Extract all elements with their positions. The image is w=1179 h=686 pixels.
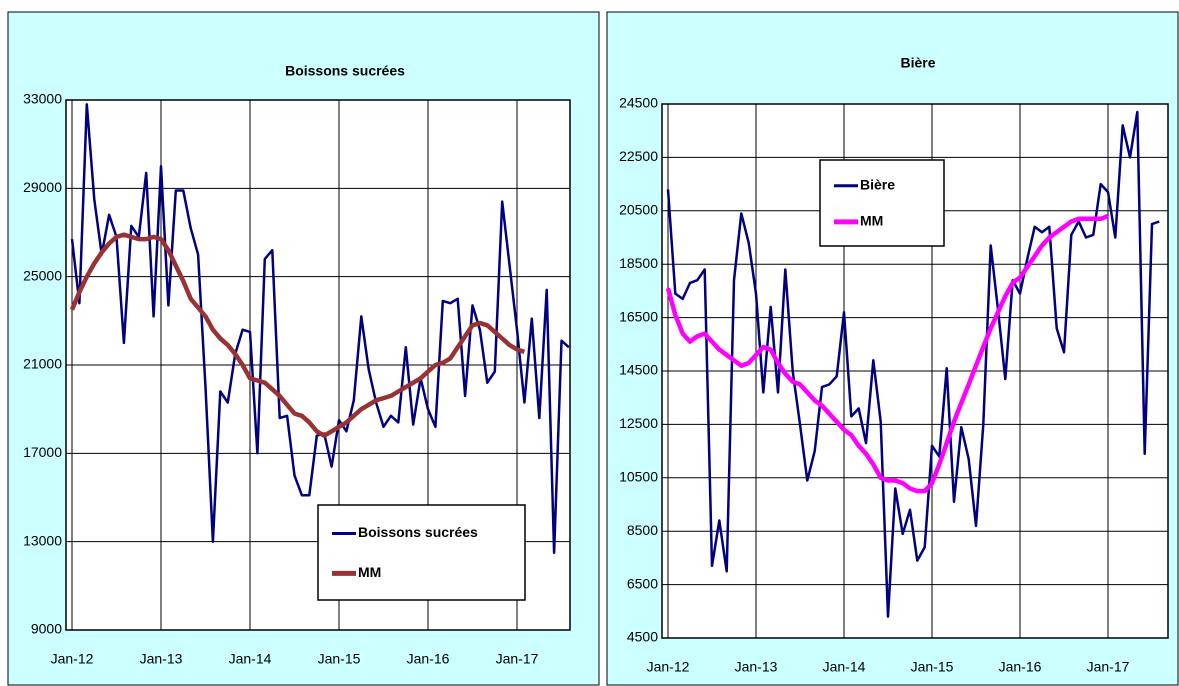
chart-title: Bière	[900, 55, 935, 71]
plot-border	[661, 103, 1169, 639]
series-line	[666, 110, 1160, 618]
y-tick-label: 10500	[619, 469, 658, 485]
y-tick-label: 18500	[619, 255, 658, 271]
y-tick-label: 17000	[23, 444, 62, 460]
y-tick-label: 16500	[619, 308, 658, 324]
x-tick-label: Jan-12	[51, 651, 94, 667]
legend-label: MM	[358, 564, 381, 580]
y-tick-label: 25000	[23, 267, 62, 283]
y-tick-label: 20500	[619, 202, 658, 218]
x-tick-label: Jan-17	[1087, 659, 1130, 675]
y-tick-label: 6500	[627, 575, 658, 591]
y-tick-label: 22500	[619, 148, 658, 164]
x-tick-label: Jan-13	[140, 651, 183, 667]
series-line	[69, 232, 526, 438]
x-tick-label: Jan-13	[735, 659, 778, 675]
series-line	[665, 213, 1109, 494]
legend-box	[819, 159, 945, 247]
x-tick-label: Jan-15	[911, 659, 954, 675]
y-tick-label: 8500	[627, 522, 658, 538]
y-tick-label: 29000	[23, 179, 62, 195]
y-tick-label: 12500	[619, 415, 658, 431]
y-tick-label: 14500	[619, 362, 658, 378]
y-tick-label: 4500	[627, 629, 658, 645]
chart-title: Boissons sucrées	[285, 63, 405, 79]
x-tick-label: Jan-16	[407, 651, 450, 667]
y-tick-label: 13000	[23, 532, 62, 548]
plot-border	[65, 99, 571, 631]
x-tick-label: Jan-15	[318, 651, 361, 667]
legend-label: Bière	[860, 177, 895, 193]
y-tick-label: 24500	[619, 95, 658, 111]
y-tick-label: 21000	[23, 356, 62, 372]
legend-label: MM	[860, 213, 883, 229]
legend-box	[317, 504, 526, 601]
x-tick-label: Jan-17	[496, 651, 539, 667]
x-tick-label: Jan-16	[999, 659, 1042, 675]
x-tick-label: Jan-14	[823, 659, 866, 675]
y-tick-label: 9000	[31, 621, 62, 637]
legend-label: Boissons sucrées	[358, 524, 478, 540]
x-tick-label: Jan-12	[647, 659, 690, 675]
y-tick-label: 33000	[23, 91, 62, 107]
x-tick-label: Jan-14	[229, 651, 272, 667]
